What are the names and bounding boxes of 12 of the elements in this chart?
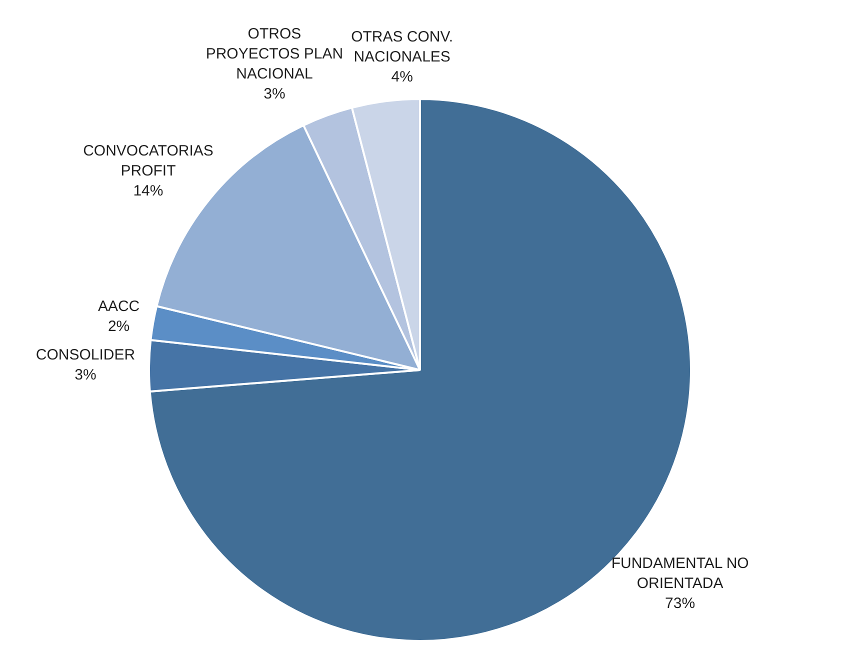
slice-label: CONVOCATORIAS PROFIT (83, 142, 214, 180)
data-label: 3% (264, 86, 286, 103)
slice-label: OTRAS CONV. NACIONALES (351, 28, 454, 66)
slice-label: CONSOLIDER (36, 346, 136, 364)
data-label: 73% (665, 594, 696, 612)
data-label: 14% (133, 182, 164, 200)
data-label: 4% (391, 68, 413, 86)
slice-label: FUNDAMENTAL NO ORIENTADA (611, 554, 749, 592)
slice-label: OTROS PROYECTOS PLAN NACIONAL (206, 26, 344, 83)
data-label: 3% (74, 366, 96, 384)
slice-label: AACC (98, 298, 140, 316)
data-label: 2% (108, 318, 130, 336)
